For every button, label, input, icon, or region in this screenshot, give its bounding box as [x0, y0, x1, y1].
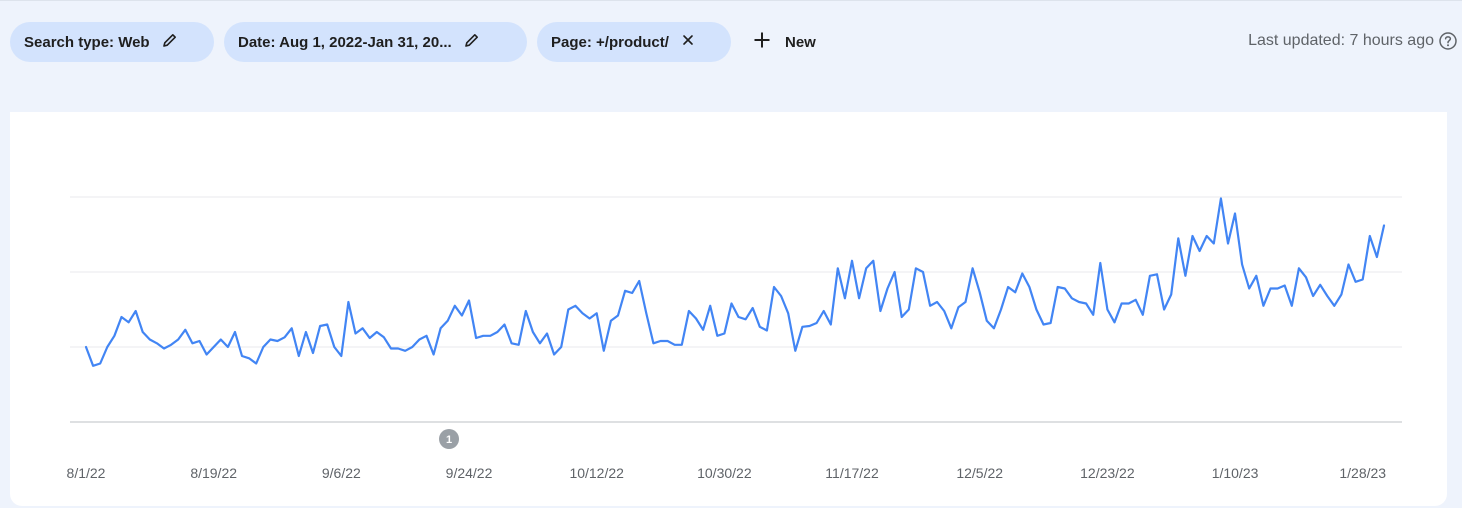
pencil-icon[interactable] — [452, 32, 480, 52]
new-filter-label: New — [785, 33, 816, 51]
new-filter-button[interactable]: New — [741, 22, 826, 62]
date-filter-label: Date: Aug 1, 2022-Jan 31, 20... — [238, 33, 452, 51]
date-filter-chip[interactable]: Date: Aug 1, 2022-Jan 31, 20... — [224, 22, 527, 62]
page-filter-chip[interactable]: Page: +/product/ — [537, 22, 731, 62]
plus-icon — [753, 31, 785, 53]
x-tick-label: 9/6/22 — [322, 465, 361, 481]
annotation-label: 1 — [446, 434, 452, 446]
annotation-marker — [439, 429, 460, 449]
close-icon[interactable] — [669, 33, 695, 51]
chart-series — [84, 197, 1386, 367]
x-tick-label: 8/19/22 — [190, 465, 237, 481]
pencil-icon[interactable] — [150, 32, 178, 52]
help-icon[interactable] — [1438, 31, 1458, 56]
search-type-filter-label: Search type: Web — [24, 33, 150, 51]
search-type-filter-chip[interactable]: Search type: Web — [10, 22, 214, 62]
filter-bar: Search type: Web Date: Aug 1, 2022-Jan 3… — [10, 22, 826, 62]
chart-gridlines — [70, 196, 1402, 423]
last-updated-text: Last updated: 7 hours ago — [1248, 32, 1434, 49]
x-tick-label: 10/30/22 — [697, 465, 752, 481]
page-filter-label: Page: +/product/ — [551, 33, 669, 51]
x-tick-label: 1/28/23 — [1339, 465, 1386, 481]
x-tick-label: 1/10/23 — [1212, 465, 1259, 481]
x-tick-label: 8/1/22 — [67, 465, 106, 481]
chart-annotations: 1 — [439, 429, 460, 449]
performance-chart-card: 1 8/1/22 8/19/22 9/6/22 9/24/22 10/12/22 10/3… — [10, 112, 1447, 506]
series-line — [84, 197, 1386, 367]
performance-line-chart: 1 8/1/22 8/19/22 9/6/22 9/24/22 10/12/22 10/3… — [67, 196, 1402, 481]
x-tick-label: 10/12/22 — [569, 465, 624, 481]
x-tick-label: 12/5/22 — [956, 465, 1003, 481]
x-axis-tick-labels: 8/1/22 8/19/22 9/6/22 9/24/22 10/12/22 10/30/… — [67, 465, 1387, 481]
x-tick-label: 9/24/22 — [446, 465, 493, 481]
top-divider — [0, 0, 1462, 1]
x-tick-label: 11/17/22 — [825, 465, 879, 481]
x-tick-label: 12/23/22 — [1080, 465, 1135, 481]
